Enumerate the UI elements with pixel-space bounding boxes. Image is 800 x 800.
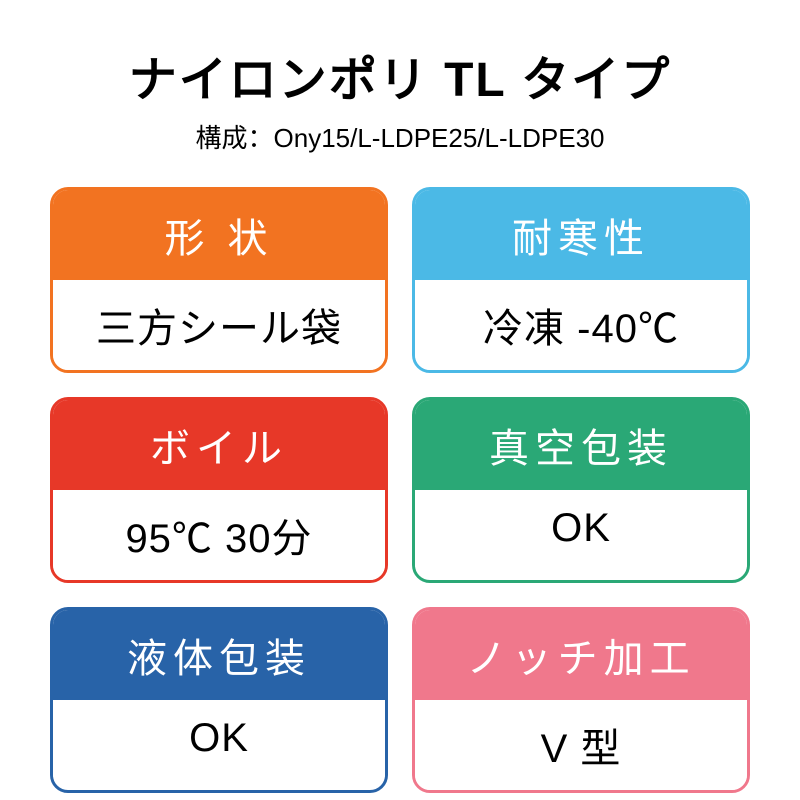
spec-card-body: OK [53,700,385,777]
spec-grid: 形 状 三方シール袋 耐寒性 冷凍 -40℃ ボイル 95℃ 30分 真空包装 … [50,187,750,793]
spec-card-header: ノッチ加工 [415,610,747,700]
spec-card: 液体包装 OK [50,607,388,793]
spec-card: 耐寒性 冷凍 -40℃ [412,187,750,373]
spec-card-body: 冷凍 -40℃ [415,280,747,370]
spec-card: 真空包装 OK [412,397,750,583]
page-title: ナイロンポリ TL タイプ [50,40,750,110]
page-subtitle: 構成：Ony15/L-LDPE25/L-LDPE30 [50,118,750,155]
spec-card-body: 95℃ 30分 [53,490,385,580]
spec-card: ノッチ加工 V 型 [412,607,750,793]
spec-card-body: V 型 [415,700,747,790]
spec-card-header: 真空包装 [415,400,747,490]
spec-card: 形 状 三方シール袋 [50,187,388,373]
spec-card-body: 三方シール袋 [53,280,385,370]
spec-card-header: 液体包装 [53,610,385,700]
spec-card-body: OK [415,490,747,567]
spec-card-header: 耐寒性 [415,190,747,280]
spec-card: ボイル 95℃ 30分 [50,397,388,583]
spec-card-header: 形 状 [53,190,385,280]
spec-card-header: ボイル [53,400,385,490]
